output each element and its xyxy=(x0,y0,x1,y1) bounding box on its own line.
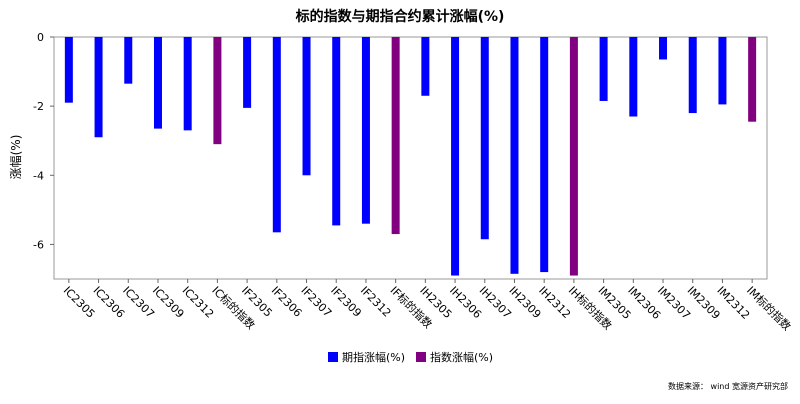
bar-IF2312 xyxy=(361,37,370,224)
y-axis-label: 涨幅(%) xyxy=(8,135,23,180)
x-tick-label: IH2312 xyxy=(536,284,573,321)
bar-IF2306 xyxy=(272,37,281,233)
plot-frame xyxy=(53,36,768,280)
data-source-note: 数据来源： wind 宽源资产研究部 xyxy=(668,381,788,391)
x-tick-label: IC2306 xyxy=(90,284,127,321)
bar-IM2305 xyxy=(599,37,608,101)
bar-IH2305 xyxy=(421,37,430,96)
legend-label-future: 期指涨幅(%) xyxy=(342,350,405,364)
bar-IH2306 xyxy=(451,37,460,276)
x-tick-label: IC2309 xyxy=(150,284,187,321)
y-tick-label: -4 xyxy=(33,169,44,182)
plot-area: 0-2-4-6IC2305IC2306IC2307IC2309IC2312IC标… xyxy=(33,31,794,333)
bar-IM2306 xyxy=(629,37,638,117)
bar-IH2307 xyxy=(480,37,489,240)
bar-IC2305 xyxy=(64,37,73,103)
x-tick-label: IF2307 xyxy=(298,284,334,320)
y-tick-label: -2 xyxy=(33,100,44,113)
x-tick-label: IC2312 xyxy=(180,284,217,321)
x-tick-label: IM标的指数 xyxy=(744,283,794,333)
bar-IF2307 xyxy=(302,37,311,176)
bar-IF2309 xyxy=(332,37,341,226)
bar-IC2306 xyxy=(94,37,103,138)
x-tick-label: IC2307 xyxy=(120,284,157,321)
bar-IH2309 xyxy=(510,37,519,274)
x-tick-label: IF2309 xyxy=(328,284,364,320)
x-tick-label: IH2306 xyxy=(447,284,484,321)
bar-IH2312 xyxy=(540,37,549,273)
bar-IC2312 xyxy=(183,37,192,131)
legend: 期指涨幅(%) 指数涨幅(%) xyxy=(328,350,493,364)
bar-IM标的指数 xyxy=(748,37,757,122)
legend-swatch-index xyxy=(416,352,426,362)
bar-IC2309 xyxy=(153,37,162,129)
bar-IF标的指数 xyxy=(391,37,400,235)
bar-IM2307 xyxy=(659,37,668,60)
bar-IM2309 xyxy=(688,37,697,114)
chart-title: 标的指数与期指合约累计涨幅(%) xyxy=(295,8,505,25)
y-tick-label: -6 xyxy=(33,238,44,251)
legend-label-index: 指数涨幅(%) xyxy=(430,350,493,364)
legend-swatch-future xyxy=(328,352,338,362)
x-tick-label: IH2309 xyxy=(506,284,543,321)
x-tick-label: IC2305 xyxy=(61,284,98,321)
bar-IM2312 xyxy=(718,37,727,105)
x-tick-label: IF2306 xyxy=(269,284,305,320)
y-tick-label: 0 xyxy=(37,31,44,44)
bar-IH标的指数 xyxy=(569,37,578,276)
bar-IF2305 xyxy=(243,37,252,108)
bar-IC2307 xyxy=(124,37,133,84)
bar-IC标的指数 xyxy=(213,37,222,145)
x-tick-label: IF2312 xyxy=(358,284,394,320)
x-tick-label: IH2307 xyxy=(477,284,514,321)
